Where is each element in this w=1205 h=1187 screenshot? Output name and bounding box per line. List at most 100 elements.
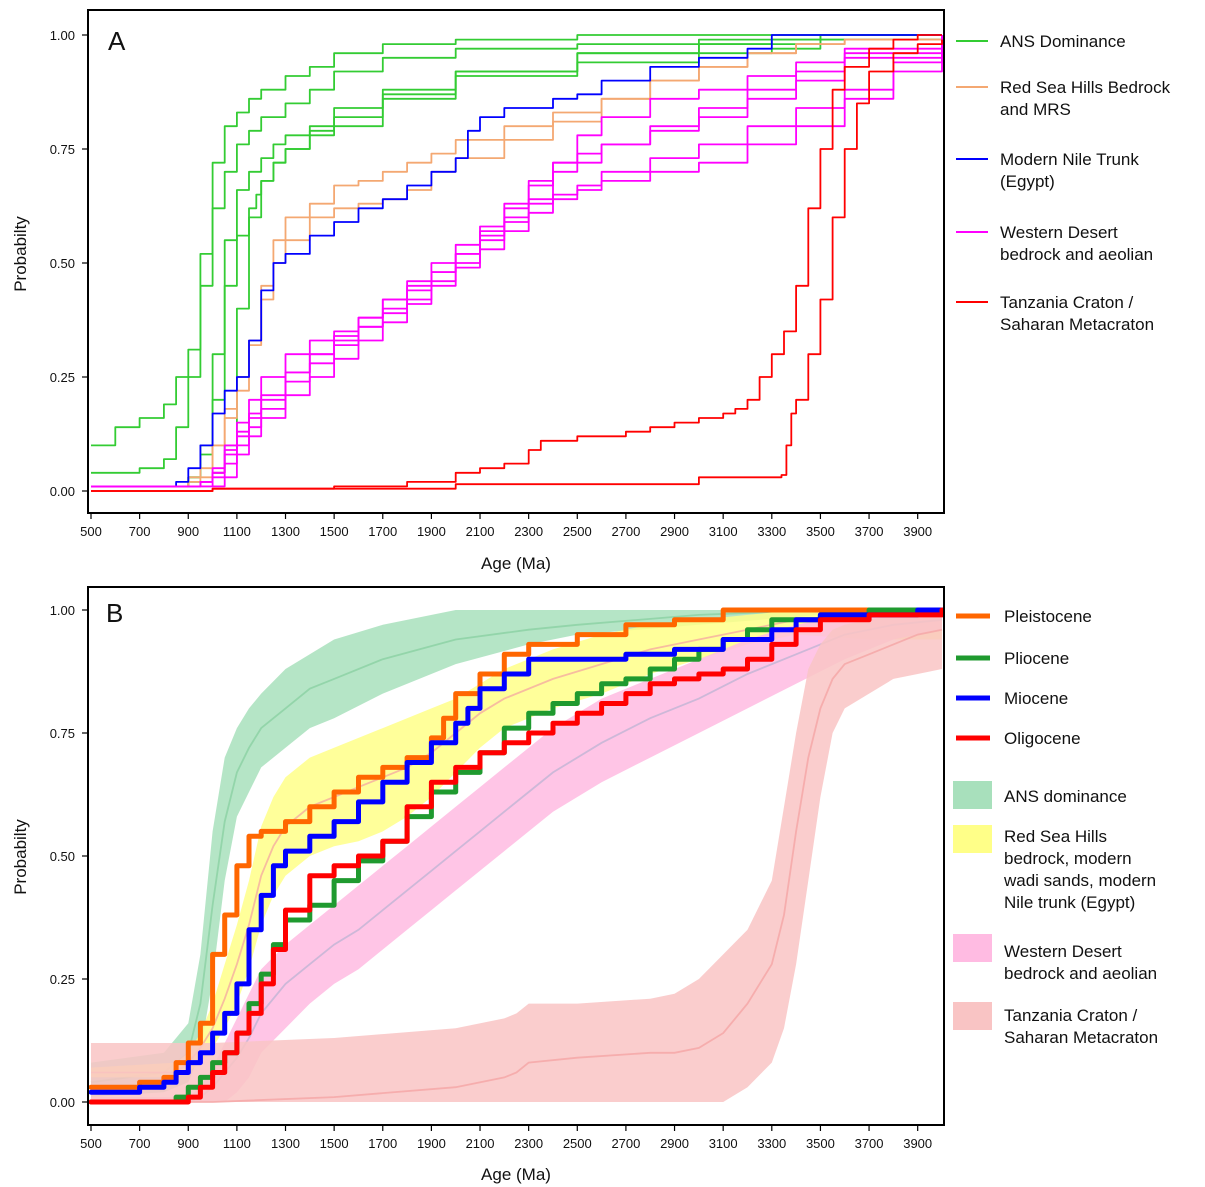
b-y-tick-label: 0.75 <box>50 726 75 741</box>
a-x-tick-label: 900 <box>177 524 199 539</box>
a-x-tick-label: 1100 <box>223 524 251 539</box>
a-x-tick-label: 1700 <box>368 524 397 539</box>
panel-b-legend-line-label-3: Miocene <box>1004 689 1068 708</box>
panel-a-series-layer <box>91 34 943 492</box>
panel-a-series-line-2 <box>91 34 942 474</box>
panel-b-legend-band-label-3: Western Desert <box>1004 942 1122 961</box>
b-x-tick-label: 2700 <box>611 1136 640 1151</box>
panel-b-envelope-band-3 <box>91 610 942 1102</box>
panel-b-y-axis-title: Probabilty <box>11 819 30 895</box>
a-x-tick-label: 700 <box>129 524 151 539</box>
a-x-tick-label: 2100 <box>466 524 495 539</box>
panel-a-legend: ANS Dominance Red Sea Hills Bedrock and MR… <box>956 32 1171 334</box>
panel-a-y-ticks: 0.00 0.25 0.50 0.75 1.00 <box>50 28 88 499</box>
a-x-tick-label: 500 <box>80 524 102 539</box>
panel-a-series-line-14 <box>91 34 942 492</box>
panel-b-series-line-pleistocene <box>89 607 943 1090</box>
b-y-tick-label: 0.00 <box>50 1095 75 1110</box>
panel-b-series-line-oligocene <box>89 607 943 1105</box>
a-x-tick-label: 1500 <box>320 524 349 539</box>
panel-a-x-ticks: 500 700 900 1100 1300 1500 1700 1900 2100 2300 250… <box>80 513 932 539</box>
a-x-tick-label: 3500 <box>806 524 835 539</box>
panel-b-legend-band-label-1: ANS dominance <box>1004 787 1127 806</box>
panel-a-x-axis-title: Age (Ma) <box>481 554 551 573</box>
b-y-tick-label: 0.50 <box>50 849 75 864</box>
panel-a-legend-label-4: Western Desert <box>1000 223 1118 242</box>
panel-b-letter: B <box>106 598 123 628</box>
panel-b-y-ticks: 0.00 0.25 0.50 0.75 1.00 <box>50 603 88 1110</box>
panel-b-legend-line-label-4: Oligocene <box>1004 729 1081 748</box>
panel-b-legend-band-label-2: wadi sands, modern <box>1003 871 1156 890</box>
panel-a-legend-label-5: Tanzania Craton / <box>1000 293 1134 312</box>
panel-b-envelope-band-1 <box>91 610 942 1098</box>
b-x-tick-label: 2900 <box>660 1136 689 1151</box>
a-x-tick-label: 3100 <box>709 524 738 539</box>
b-x-tick-label: 1900 <box>417 1136 446 1151</box>
a-x-tick-label: 2300 <box>514 524 543 539</box>
a-x-tick-label: 2900 <box>660 524 689 539</box>
a-y-tick-label: 0.25 <box>50 370 75 385</box>
b-x-tick-label: 3900 <box>903 1136 932 1151</box>
b-x-tick-label: 3500 <box>806 1136 835 1151</box>
b-x-tick-label: 3700 <box>855 1136 884 1151</box>
b-x-tick-label: 1300 <box>271 1136 300 1151</box>
a-x-tick-label: 2700 <box>611 524 640 539</box>
panel-b-legend-band-swatch-2 <box>953 825 992 853</box>
panel-b-series-line-miocene <box>89 607 943 1095</box>
panel-b-legend-band-label-4: Saharan Metacraton <box>1004 1028 1158 1047</box>
b-x-tick-label: 700 <box>129 1136 151 1151</box>
b-x-tick-label: 2300 <box>514 1136 543 1151</box>
panel-b-legend: Pleistocene Pliocene Miocene Oligocene ANS d… <box>953 607 1158 1047</box>
panel-b-legend-line-label-2: Pliocene <box>1004 649 1069 668</box>
a-x-tick-label: 3700 <box>855 524 884 539</box>
a-x-tick-label: 1300 <box>271 524 300 539</box>
panel-a-legend-label-2: Red Sea Hills Bedrock <box>1000 78 1171 97</box>
b-x-tick-label: 2500 <box>563 1136 592 1151</box>
a-x-tick-label: 1900 <box>417 524 446 539</box>
a-x-tick-label: 2500 <box>563 524 592 539</box>
b-x-tick-label: 1100 <box>223 1136 251 1151</box>
a-x-tick-label: 3300 <box>757 524 786 539</box>
panel-a-series-line-15 <box>91 39 943 492</box>
panel-a-legend-label-5: Saharan Metacraton <box>1000 315 1154 334</box>
b-x-tick-label: 1500 <box>320 1136 349 1151</box>
panel-a-legend-label-2: and MRS <box>1000 100 1071 119</box>
panel-b-x-ticks: 500 700 900 1100 1300 1500 1700 1900 2100 2300 250… <box>80 1125 932 1151</box>
panel-a-legend-label-1: ANS Dominance <box>1000 32 1126 51</box>
panel-a-plot-frame <box>87 9 945 514</box>
panel-b: B 500 700 900 1100 1300 1500 1700 1900 2100 2300 2… <box>11 586 1158 1184</box>
panel-a-series-line-11 <box>91 35 943 488</box>
panel-b-legend-line-label-1: Pleistocene <box>1004 607 1092 626</box>
panel-a-series-line-1 <box>91 34 942 447</box>
panel-b-legend-band-label-3: bedrock and aeolian <box>1004 964 1157 983</box>
b-y-tick-label: 1.00 <box>50 603 75 618</box>
b-x-tick-label: 500 <box>80 1136 102 1151</box>
b-x-tick-label: 900 <box>177 1136 199 1151</box>
panel-b-legend-band-swatch-4 <box>953 1002 992 1030</box>
panel-a-letter: A <box>108 26 126 56</box>
panel-b-envelope-median-4 <box>91 628 943 1103</box>
a-y-tick-label: 1.00 <box>50 28 75 43</box>
b-x-tick-label: 3100 <box>709 1136 738 1151</box>
b-x-tick-label: 3300 <box>757 1136 786 1151</box>
b-y-tick-label: 0.25 <box>50 972 75 987</box>
panel-b-x-axis-title: Age (Ma) <box>481 1165 551 1184</box>
a-y-tick-label: 0.75 <box>50 142 75 157</box>
panel-a-legend-label-3: Modern Nile Trunk <box>1000 150 1139 169</box>
b-x-tick-label: 1700 <box>368 1136 397 1151</box>
panel-b-series-layer <box>89 607 943 1105</box>
panel-b-envelope-band-4 <box>91 610 942 1102</box>
panel-b-envelope-band-2 <box>91 610 942 1078</box>
panel-b-legend-band-swatch-1 <box>953 781 992 809</box>
panel-b-legend-band-label-2: Nile trunk (Egypt) <box>1004 893 1135 912</box>
b-x-tick-label: 2100 <box>466 1136 495 1151</box>
panel-b-legend-band-label-2: bedrock, modern <box>1004 849 1132 868</box>
panel-a-y-axis-title: Probabilty <box>11 216 30 292</box>
panel-b-legend-band-label-4: Tanzania Craton / <box>1004 1006 1138 1025</box>
panel-b-legend-band-label-2: Red Sea Hills <box>1004 827 1107 846</box>
panel-a-series-line-13 <box>91 35 943 488</box>
panel-a-legend-label-3: (Egypt) <box>1000 172 1055 191</box>
a-y-tick-label: 0.50 <box>50 256 75 271</box>
panel-b-envelope-median-2 <box>91 609 943 1074</box>
